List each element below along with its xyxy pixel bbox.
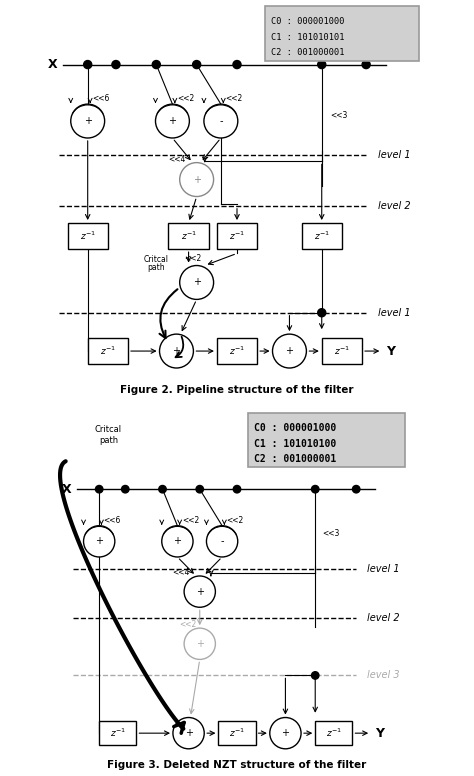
Text: +: + <box>95 536 103 546</box>
Bar <box>168 223 209 249</box>
Text: C1 : 101010101: C1 : 101010101 <box>271 33 345 42</box>
Text: +: + <box>282 728 290 738</box>
Text: +: + <box>192 278 201 287</box>
Circle shape <box>353 486 360 493</box>
Circle shape <box>95 486 103 493</box>
Circle shape <box>152 61 160 68</box>
Text: $z^{-1}$: $z^{-1}$ <box>181 230 197 242</box>
Circle shape <box>318 309 326 317</box>
Text: <<6: <<6 <box>92 95 110 103</box>
Text: +: + <box>173 536 182 546</box>
Text: <<2: <<2 <box>182 516 199 525</box>
Text: <<2: <<2 <box>184 254 202 263</box>
Text: <<3: <<3 <box>330 110 347 120</box>
Text: <<2: <<2 <box>226 95 243 103</box>
Bar <box>301 223 342 249</box>
Text: $z^{-1}$: $z^{-1}$ <box>80 230 96 242</box>
Circle shape <box>362 61 370 68</box>
Text: level 1: level 1 <box>378 308 411 317</box>
Bar <box>265 6 419 61</box>
Circle shape <box>84 61 92 68</box>
Text: <<2: <<2 <box>227 516 244 525</box>
Text: +: + <box>173 346 181 356</box>
Circle shape <box>233 61 241 68</box>
Bar <box>88 338 128 364</box>
Text: level 2: level 2 <box>367 613 400 622</box>
Text: path: path <box>99 436 118 445</box>
Text: $z^{-1}$: $z^{-1}$ <box>326 727 342 740</box>
Text: Figure 2. Pipeline structure of the filter: Figure 2. Pipeline structure of the filt… <box>120 386 354 396</box>
Bar <box>217 223 257 249</box>
Text: +: + <box>168 116 176 126</box>
Bar <box>315 721 353 745</box>
Text: +: + <box>196 639 204 649</box>
Text: $z^{-1}$: $z^{-1}$ <box>100 345 116 357</box>
Circle shape <box>196 486 203 493</box>
Text: <<4: <<4 <box>172 569 189 577</box>
Text: Figure 3. Deleted NZT structure of the filter: Figure 3. Deleted NZT structure of the f… <box>108 760 366 771</box>
Text: <<4: <<4 <box>168 155 186 164</box>
Text: Critcal: Critcal <box>95 425 122 434</box>
Bar <box>219 721 255 745</box>
Text: X: X <box>62 483 71 496</box>
Bar <box>322 338 362 364</box>
Text: +: + <box>184 728 192 738</box>
Text: +: + <box>285 346 293 356</box>
Text: -: - <box>219 116 223 126</box>
Circle shape <box>311 672 319 679</box>
Text: level 1: level 1 <box>378 151 411 161</box>
Text: C2 : 001000001: C2 : 001000001 <box>254 454 336 464</box>
Text: level 3: level 3 <box>367 670 400 681</box>
Text: level 2: level 2 <box>378 201 411 211</box>
Circle shape <box>311 486 319 493</box>
Text: $z^{-1}$: $z^{-1}$ <box>314 230 330 242</box>
Text: <<3: <<3 <box>323 529 340 539</box>
Text: <<2: <<2 <box>179 620 197 629</box>
Bar <box>67 223 108 249</box>
Text: +: + <box>84 116 91 126</box>
Text: $z^{-1}$: $z^{-1}$ <box>334 345 350 357</box>
Text: $z^{-1}$: $z^{-1}$ <box>110 727 126 740</box>
Text: +: + <box>192 175 201 185</box>
Text: Y: Y <box>375 726 384 740</box>
Text: $z^{-1}$: $z^{-1}$ <box>229 345 245 357</box>
Bar <box>99 721 137 745</box>
Circle shape <box>233 486 241 493</box>
Circle shape <box>192 61 201 68</box>
Text: <<6: <<6 <box>104 516 121 525</box>
Text: -: - <box>220 536 224 546</box>
Text: C0 : 000001000: C0 : 000001000 <box>254 423 336 433</box>
Text: C0 : 000001000: C0 : 000001000 <box>271 17 345 26</box>
Bar <box>248 413 405 467</box>
Text: Critcal: Critcal <box>144 255 169 264</box>
Text: X: X <box>48 58 57 71</box>
Bar <box>217 338 257 364</box>
Text: C2 : 001000001: C2 : 001000001 <box>271 48 345 57</box>
Text: path: path <box>147 263 165 272</box>
Text: level 1: level 1 <box>367 564 400 574</box>
Circle shape <box>318 61 326 68</box>
Text: Y: Y <box>386 345 395 358</box>
Text: $z^{-1}$: $z^{-1}$ <box>229 230 245 242</box>
Circle shape <box>112 61 120 68</box>
Circle shape <box>121 486 129 493</box>
Text: +: + <box>196 587 204 597</box>
Circle shape <box>159 486 166 493</box>
Text: C1 : 101010100: C1 : 101010100 <box>254 438 336 449</box>
Text: <<2: <<2 <box>177 95 194 103</box>
Text: $z^{-1}$: $z^{-1}$ <box>229 727 245 740</box>
